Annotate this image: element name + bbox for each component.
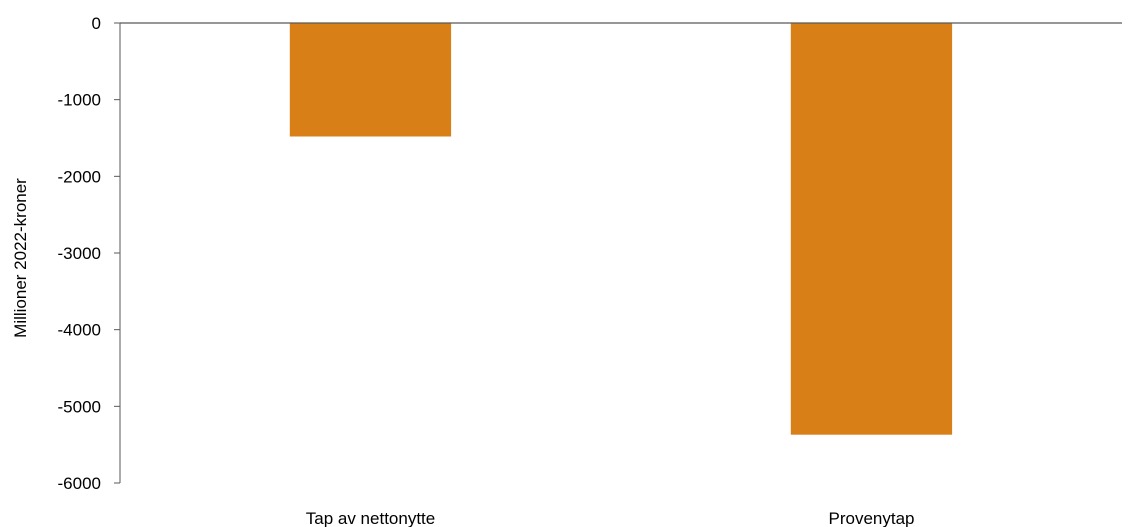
y-tick-label: -5000 xyxy=(58,397,101,416)
y-tick-label: 0 xyxy=(92,14,101,33)
y-tick-label: -4000 xyxy=(58,321,101,340)
x-axis: Tap av nettonytte Provenytap xyxy=(120,22,1122,527)
x-tick-label: Tap av nettonytte xyxy=(306,509,435,527)
bar-2 xyxy=(790,23,953,435)
y-tick-label: -2000 xyxy=(58,167,101,186)
y-axis: 0 -1000 -2000 -3000 -4000 -5000 -6000 xyxy=(58,14,121,493)
y-axis-title: Millioner 2022-kroner xyxy=(11,178,30,338)
y-tick-label: -3000 xyxy=(58,244,101,263)
y-tick-label: -1000 xyxy=(58,91,101,110)
x-tick-label: Provenytap xyxy=(829,509,915,527)
plot-area xyxy=(289,23,953,435)
y-tick-label: -6000 xyxy=(58,474,101,493)
bar-1 xyxy=(289,23,452,137)
